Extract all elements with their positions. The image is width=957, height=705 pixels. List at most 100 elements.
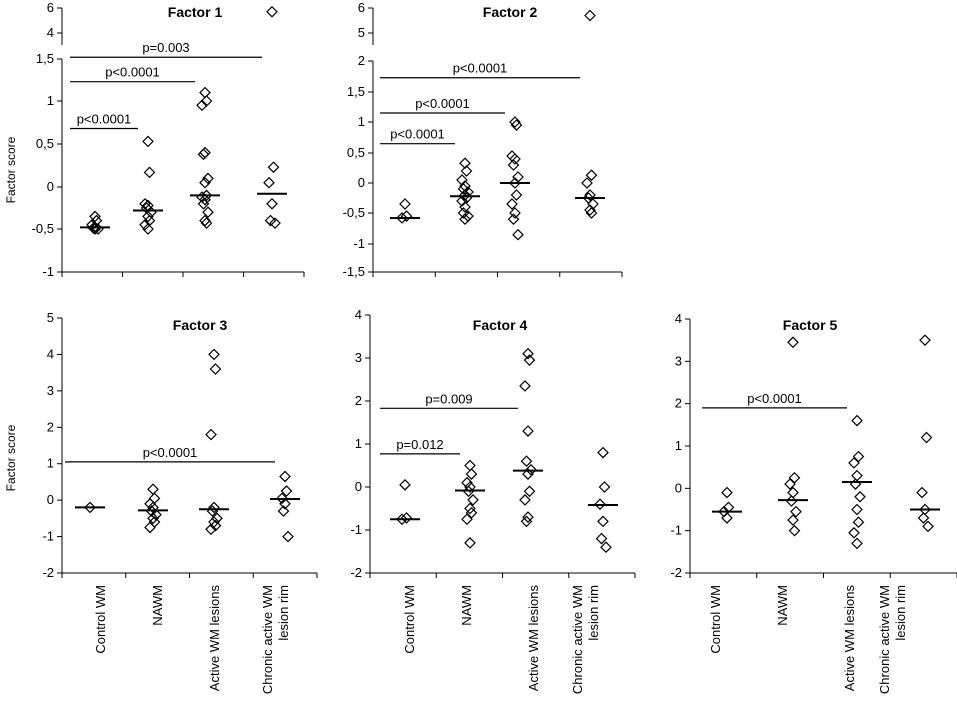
data-point <box>202 172 214 185</box>
y-tick-label: 2 <box>358 53 365 68</box>
significance-label: p<0.0001 <box>77 112 132 127</box>
y-tick-label: 4 <box>355 307 362 322</box>
data-point <box>851 414 863 427</box>
data-point <box>788 471 801 484</box>
y-tick-label: -2 <box>42 565 54 580</box>
data-point <box>849 478 862 490</box>
x-category-label: Chronic active WM <box>877 585 892 694</box>
y-tick-label: 4 <box>47 25 54 40</box>
data-point <box>200 217 213 229</box>
data-point <box>520 515 533 528</box>
data-point <box>89 210 101 223</box>
data-point <box>208 501 220 514</box>
y-tick-label: 0 <box>47 179 54 194</box>
data-point <box>509 207 521 219</box>
data-point <box>522 468 534 480</box>
data-point <box>196 99 208 112</box>
y-tick-label: 1 <box>355 436 362 451</box>
data-point <box>523 485 536 498</box>
significance-label: p<0.0001 <box>390 127 445 142</box>
data-point <box>784 478 796 490</box>
data-point <box>282 530 294 543</box>
significance-label: p=0.009 <box>425 391 472 406</box>
data-point <box>506 150 518 162</box>
y-tick-label: 2 <box>47 419 54 434</box>
data-point <box>509 153 521 165</box>
data-point <box>199 214 211 227</box>
panel-factor-3: Factor 3 Factor score -2 -1 0 1 2 3 4 5 p<0.0001 <box>4 310 318 580</box>
data-point <box>202 206 214 219</box>
data-point <box>595 532 608 545</box>
panel-title: Factor 2 <box>483 4 538 20</box>
data-point <box>522 425 534 437</box>
y-tick-label: 3 <box>47 383 54 398</box>
data-point <box>598 481 611 493</box>
significance-label: p=0.012 <box>396 437 443 452</box>
data-point <box>852 450 865 463</box>
data-point <box>143 166 156 179</box>
data-point <box>459 189 471 201</box>
data-point <box>584 189 596 201</box>
data-point <box>396 513 408 526</box>
x-category-label: Chronic active WM <box>260 585 275 694</box>
data-point <box>597 515 609 528</box>
data-point <box>597 446 609 459</box>
data-point <box>585 207 598 219</box>
data-point <box>279 470 291 483</box>
data-point <box>142 135 154 148</box>
data-point <box>721 486 733 499</box>
x-category-label: NAWM <box>775 585 790 626</box>
data-point <box>788 524 801 537</box>
y-tick-label: 1 <box>675 438 682 453</box>
y-tick-label: 6 <box>358 0 365 15</box>
data-point <box>464 537 476 549</box>
y-tick-label: 0,5 <box>36 136 54 151</box>
panel-factor-5: Factor 5 -2 -1 0 1 2 3 4 p<0.0001 <box>670 311 957 580</box>
x-category-label: Active WM lesions <box>842 585 857 692</box>
y-tick-label: 1 <box>358 114 365 129</box>
data-point <box>400 512 413 524</box>
x-axis-categories: Control WM NAWM Active WM lesions Contro… <box>93 585 857 692</box>
data-point <box>139 218 151 231</box>
data-point <box>142 223 154 235</box>
significance-label: p<0.0001 <box>747 391 802 406</box>
data-point <box>266 197 278 210</box>
data-point <box>266 5 278 18</box>
y-tick-label: 0 <box>675 480 682 495</box>
x-category-label: lesion rim <box>893 585 908 641</box>
significance-label: p<0.0001 <box>453 61 508 76</box>
panel-factor-2: Factor 2 -1,5 -1 -0,5 0 0,5 1 1,5 2 5 6 p<0.0001 p<… <box>343 0 623 279</box>
x-category-rim-labels: Chronic active WM lesion rim Chronic activ… <box>260 585 908 694</box>
data-point <box>197 197 210 210</box>
data-point <box>464 459 476 472</box>
data-point <box>199 86 211 99</box>
y-tick-label: 1 <box>47 93 54 108</box>
data-point <box>790 505 802 518</box>
y-tick-label: 2 <box>675 396 682 411</box>
data-point <box>279 497 291 510</box>
significance-label: p<0.0001 <box>415 96 470 111</box>
x-category-label: NAWM <box>150 585 165 626</box>
data-point <box>520 455 533 468</box>
data-point <box>600 541 612 554</box>
significance-label: p<0.0001 <box>105 65 160 80</box>
data-point <box>142 210 154 223</box>
data-point <box>461 513 473 526</box>
panel-title: Factor 3 <box>173 317 228 333</box>
data-point <box>205 523 217 536</box>
data-point <box>916 486 928 499</box>
data-point <box>199 193 211 206</box>
data-point <box>854 490 866 503</box>
data-point <box>787 336 799 349</box>
data-point <box>399 479 411 491</box>
y-tick-label: -1 <box>42 529 54 544</box>
x-category-label: Control WM <box>402 585 417 654</box>
data-point <box>851 469 863 482</box>
data-point <box>585 169 598 182</box>
data-point <box>594 498 606 511</box>
significance-label: p=0.003 <box>142 40 189 55</box>
data-point <box>787 514 799 526</box>
y-tick-label: 6 <box>47 0 54 15</box>
y-tick-label: 1,5 <box>36 51 54 66</box>
data-point <box>205 428 217 441</box>
